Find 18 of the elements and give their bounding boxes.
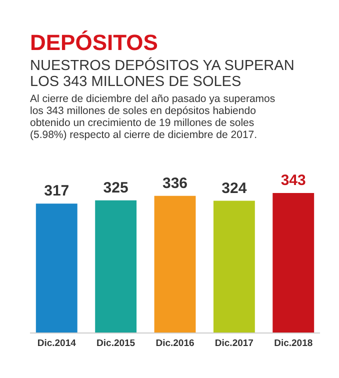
- data-label: 317: [44, 182, 70, 200]
- chart-subtitle: NUESTROS DEPÓSITOS YA SUPERAN LOS 343 MILLONES DE SOLES: [30, 57, 294, 90]
- x-tick-label: Dic.2014: [37, 338, 77, 349]
- text: Al cierre de diciembre del año pasado ya superamos los 343 millones de soles en depósitos habiendo obtenido un crecimiento de 19 millones de soles (5.98%) respecto al cierre de diciembre de 2017.: [30, 93, 276, 141]
- x-tick-label: Dic.2018: [274, 338, 313, 349]
- bar: [95, 200, 137, 333]
- x-tick-label: Dic.2017: [214, 338, 254, 349]
- x-tick-label: Dic.2016: [156, 338, 194, 349]
- data-label: 325: [103, 179, 128, 196]
- bar: [154, 196, 196, 333]
- bar: [36, 204, 78, 333]
- data-label: 336: [162, 174, 188, 192]
- bar: [272, 193, 314, 333]
- data-label: 324: [222, 180, 248, 197]
- x-tick-label: Dic.2015: [96, 338, 136, 349]
- bar: [213, 200, 255, 333]
- data-label: 343: [280, 172, 306, 189]
- chart-title: DEPÓSITOS: [30, 30, 158, 55]
